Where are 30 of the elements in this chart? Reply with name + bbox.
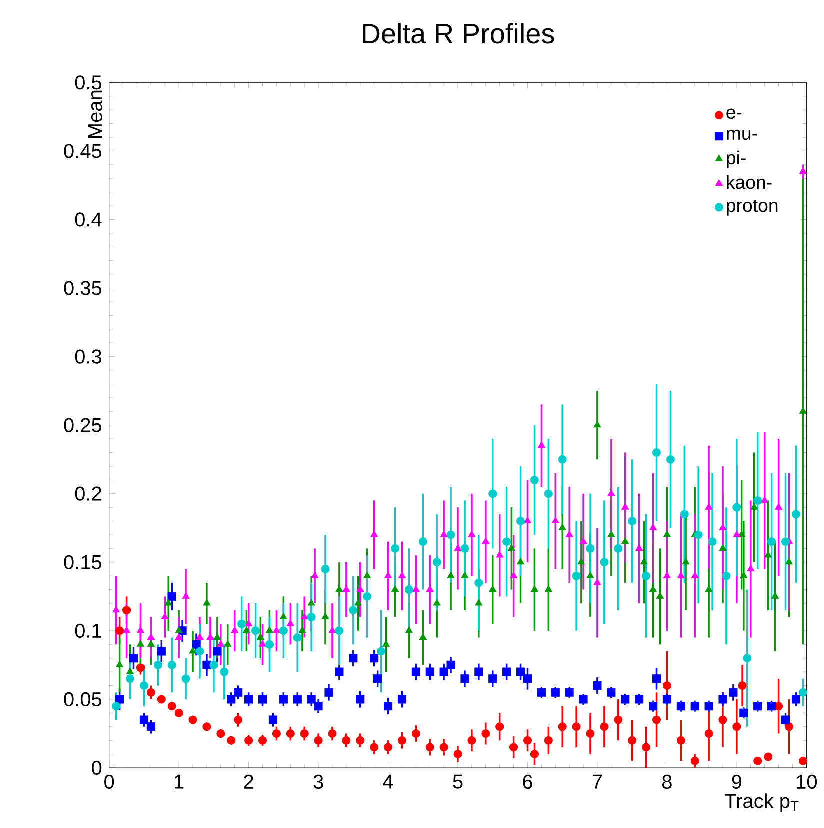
- y-tick-label: 0: [92, 760, 102, 776]
- chart-title: Delta R Profiles: [362, 23, 554, 44]
- y-tick-label: 0.45: [64, 144, 102, 158]
- x-tick-label: 10: [796, 774, 817, 790]
- x-tick-label: 2: [244, 774, 254, 789]
- legend-label: pi-: [726, 150, 746, 168]
- y-tick-label: 0.05: [64, 692, 102, 707]
- legend-label: kaon-: [726, 175, 772, 190]
- x-tick-label: 1: [174, 774, 184, 789]
- y-tick-label: 0.5: [75, 76, 102, 90]
- x-axis-title: Track p$_{T}$: [724, 794, 799, 812]
- y-tick-label: 0.15: [64, 555, 102, 570]
- x-tick-label: 6: [522, 774, 532, 790]
- y-tick-label: 0.2: [75, 486, 102, 501]
- y-tick-label: 0.35: [64, 281, 102, 296]
- x-tick-label: 9: [732, 774, 742, 790]
- y-tick-label: 0.25: [64, 418, 102, 432]
- legend-label: e-: [726, 108, 742, 120]
- x-tick-label: 5: [453, 774, 463, 789]
- x-tick-label: 4: [382, 774, 394, 789]
- legend-label: proton: [726, 200, 778, 216]
- y-tick-label: 0.1: [75, 624, 102, 638]
- y-axis-title: Mean: [88, 90, 102, 138]
- x-tick-label: 8: [662, 774, 672, 790]
- y-tick-label: 0.3: [75, 350, 102, 364]
- x-tick-label: 0: [104, 774, 114, 790]
- y-tick-label: 0.4: [75, 212, 102, 227]
- x-tick-label: 7: [592, 774, 602, 789]
- x-tick-label: 3: [314, 774, 323, 790]
- legend-label: mu-: [726, 130, 757, 140]
